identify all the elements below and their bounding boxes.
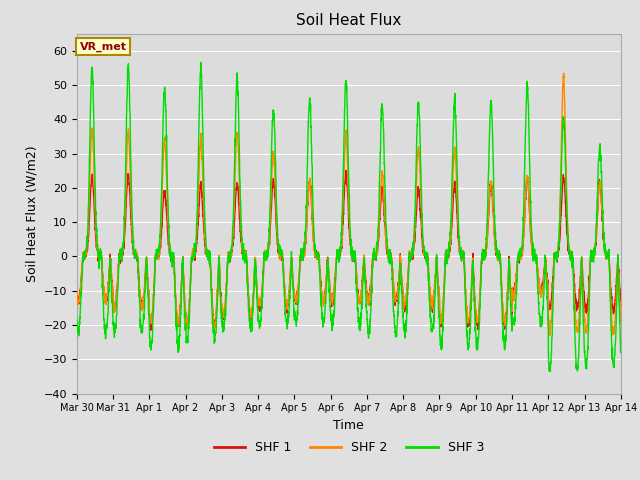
Title: Soil Heat Flux: Soil Heat Flux xyxy=(296,13,401,28)
Y-axis label: Soil Heat Flux (W/m2): Soil Heat Flux (W/m2) xyxy=(25,145,38,282)
Text: VR_met: VR_met xyxy=(79,42,127,52)
Legend: SHF 1, SHF 2, SHF 3: SHF 1, SHF 2, SHF 3 xyxy=(209,436,489,459)
X-axis label: Time: Time xyxy=(333,419,364,432)
